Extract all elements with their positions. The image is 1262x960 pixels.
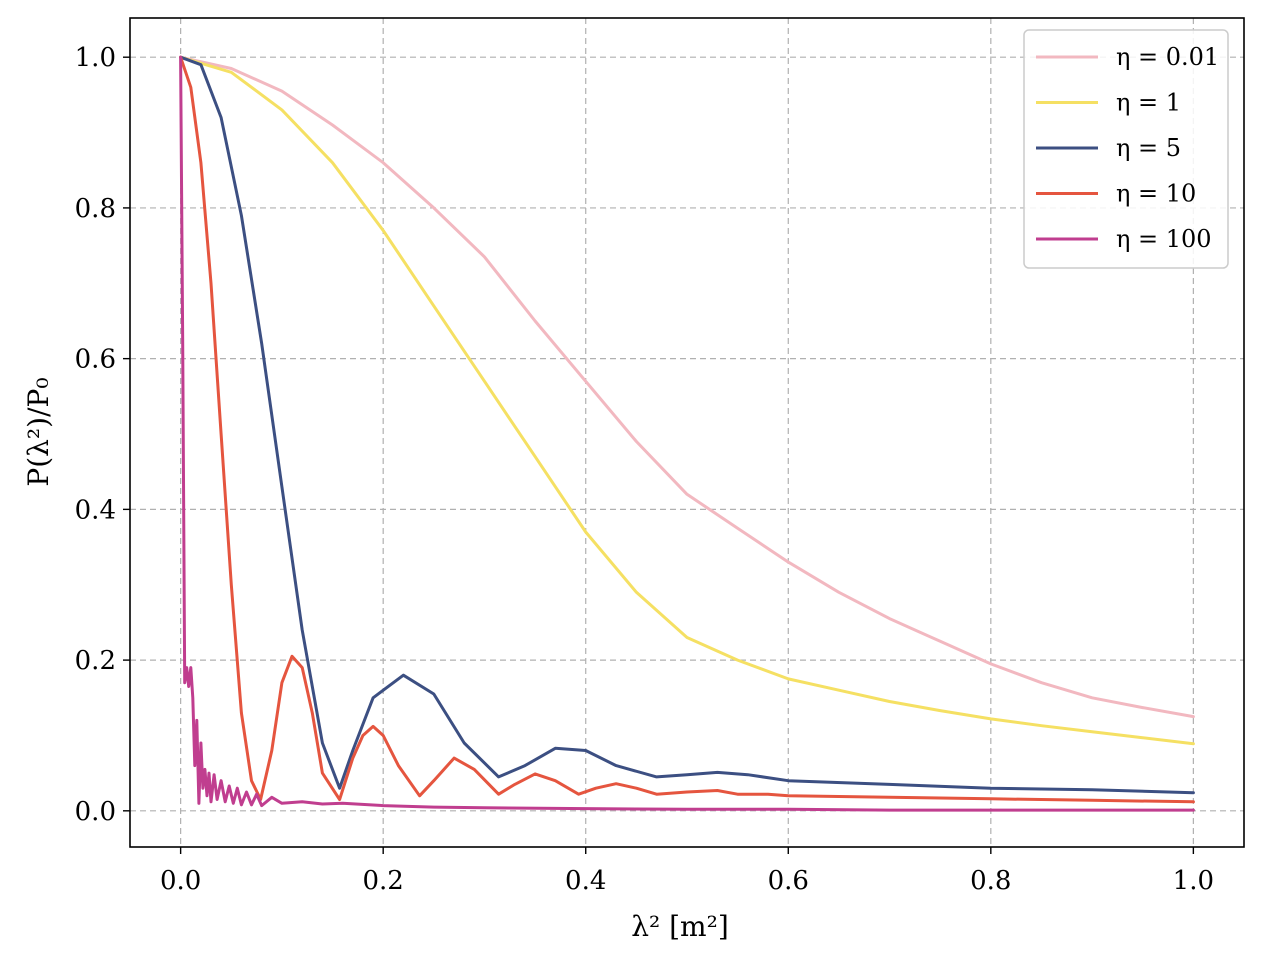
plot-frame (129, 17, 1245, 848)
y-axis-label: P(λ²)/P₀ (22, 377, 55, 486)
legend-box (1023, 29, 1229, 269)
legend-label-2: η = 5 (1116, 134, 1181, 162)
y-tick-label: 0.8 (75, 194, 116, 224)
x-tick-label: 0.8 (970, 866, 1011, 896)
tick-marks (123, 56, 1195, 854)
series-line-0 (179, 55, 1195, 719)
grid-lines (130, 18, 1244, 847)
series-line-1 (179, 55, 1195, 746)
x-tick-label: 0.0 (160, 866, 201, 896)
y-tick-label: 0.2 (75, 646, 116, 676)
legend-label-3: η = 10 (1116, 180, 1196, 208)
series-line-3 (179, 55, 1195, 804)
x-tick-label: 0.4 (565, 866, 606, 896)
x-tick-label: 0.6 (768, 866, 809, 896)
series-layer (179, 55, 1195, 812)
series-line-2 (179, 55, 1195, 795)
x-tick-label: 0.2 (363, 866, 404, 896)
y-tick-label: 0.4 (75, 495, 116, 525)
y-tick-label: 1.0 (75, 43, 116, 73)
legend-label-0: η = 0.01 (1116, 43, 1219, 71)
legend-label-4: η = 100 (1116, 225, 1212, 253)
x-tick-label: 1.0 (1173, 866, 1214, 896)
y-tick-label: 0.0 (75, 797, 116, 827)
legend: η = 0.01 η = 1 η = 5 η = 10 η = 100 (1023, 29, 1229, 269)
legend-label-1: η = 1 (1116, 89, 1181, 117)
x-axis-label: λ² [m²] (631, 910, 729, 943)
series-line-4 (179, 55, 1195, 812)
y-tick-label: 0.6 (75, 345, 116, 375)
